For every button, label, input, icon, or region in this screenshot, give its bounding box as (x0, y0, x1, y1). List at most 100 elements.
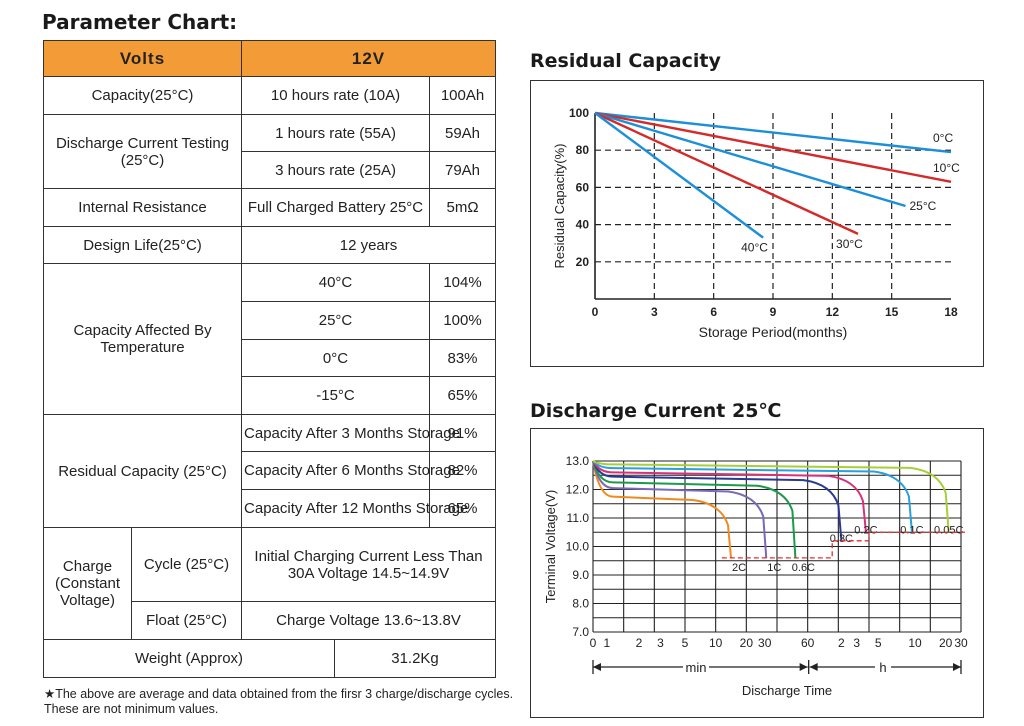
residual-desc-1: Capacity After 3 Months Storage (241, 414, 460, 452)
table-row: Charge (Constant Voltage) Cycle (25°C) I… (43, 527, 497, 640)
charge-label: Charge (Constant Voltage) (43, 527, 132, 640)
label-backdrop (683, 659, 709, 675)
cutoff-line (721, 531, 965, 559)
residual-label: Residual Capacity (25°C) (42, 414, 243, 528)
x-axis-label: Discharge Time (742, 683, 832, 698)
y-tick-label: 10.0 (566, 540, 590, 554)
x-tick-label: 6 (710, 305, 717, 319)
x-tick-label: 2 (838, 636, 845, 650)
x-tick-label: 5 (875, 636, 882, 650)
residual-value-1: 91% (429, 414, 497, 452)
x-tick-label: 3 (853, 636, 860, 650)
y-tick-label: 100 (569, 106, 589, 120)
label-backdrop (875, 659, 891, 675)
series-label: 25°C (910, 199, 937, 213)
table-row: Capacity Affected By Temperature 40°C 10… (42, 263, 497, 415)
series-label: 0.1C (900, 524, 923, 536)
discharge-rate-2: 3 hours rate (25A) (241, 151, 431, 189)
series-line (594, 111, 859, 235)
capacity-value: 100Ah (429, 76, 497, 115)
x-tick-label: 3 (657, 636, 664, 650)
internal-resistance-desc: Full Charged Battery 25°C (241, 188, 431, 227)
series-label: 0.6C (792, 562, 815, 574)
table-row: Weight (Approx) 31.2Kg (42, 639, 497, 678)
series-line (592, 460, 797, 558)
discharge-current-chart: 7.08.09.010.011.012.013.00 1 2 3 5 10 20 30 60 2 3… (543, 454, 968, 698)
y-axis-label: Terminal Voltage(V) (543, 490, 558, 603)
residual-value-2: 82% (429, 451, 497, 490)
temperature-value-2: 100% (429, 301, 497, 340)
y-tick-label: 20 (576, 255, 590, 269)
residual-capacity-panel: 20 40 60 80 100 0 3 6 9 12 15 18 0°C 10°C 25°C 30°C 40°C… (530, 80, 984, 367)
series-label: 0.3C (830, 533, 853, 545)
series-line (592, 460, 732, 558)
temperature-value-1: 104% (429, 263, 497, 302)
temperature-2: 25°C (241, 301, 431, 340)
y-tick-label: 80 (576, 143, 590, 157)
x-tick-label: 15 (885, 305, 899, 319)
design-life-value: 12 years (241, 226, 497, 264)
x-tick-label: 9 (770, 305, 777, 319)
series-line (592, 460, 913, 533)
series-label: 0.2C (854, 524, 877, 536)
float-label: Float (25°C) (130, 601, 243, 640)
voltage-header: 12V (241, 40, 497, 77)
y-tick-label: 11.0 (567, 511, 590, 525)
x-tick-label: 30 (758, 636, 772, 650)
series-line (594, 111, 906, 208)
temperature-3: 0°C (241, 339, 431, 377)
table-row: Capacity After 12 Months Storage 65% (44, 489, 497, 528)
y-tick-label: 40 (576, 218, 590, 232)
residual-desc-2: Capacity After 6 Months Storage (241, 451, 460, 490)
residual-capacity-chart: 20 40 60 80 100 0 3 6 9 12 15 18 0°C 10°C 25°C 30°C 40°C… (552, 106, 960, 340)
y-tick-label: 13.0 (566, 454, 590, 468)
x-tick-label: 3 (651, 305, 658, 319)
x-tick-label: 5 (682, 636, 689, 650)
table-row: -15°C 65% (44, 376, 497, 415)
x-tick-label: 0 (592, 305, 599, 319)
series-line (594, 111, 952, 154)
volts-header: Volts (42, 40, 243, 77)
temperature-1: 40°C (241, 263, 431, 302)
discharge-label: Discharge Current Testing (25°C) (42, 114, 243, 189)
series-label: 40°C (741, 241, 768, 255)
table-row: Residual Capacity (25°C) Capacity After … (42, 414, 497, 528)
parameter-table: Volts 12V Capacity(25°C) 10 hours rate (… (42, 40, 497, 678)
discharge-value-2: 79Ah (429, 151, 497, 189)
x-axis-label: Storage Period(months) (699, 324, 848, 340)
design-life-label: Design Life(25°C) (42, 226, 243, 264)
x-tick-label: 10 (709, 636, 723, 650)
y-axis-label: Residual Capacity(%) (552, 144, 567, 269)
residual-capacity-title: Residual Capacity (530, 50, 721, 72)
table-row: Float (25°C) Charge Voltage 13.6~13.8V (44, 601, 497, 640)
arrow-right-icon (953, 663, 961, 671)
footnote: ★The above are average and data obtained… (44, 687, 514, 716)
temperature-label: Capacity Affected By Temperature (42, 263, 243, 415)
h-label: h (879, 660, 886, 675)
internal-resistance-value: 5mΩ (429, 188, 497, 227)
series-line (592, 460, 768, 558)
y-tick-label: 9.0 (572, 568, 589, 582)
x-tick-label: 0 (590, 636, 597, 650)
y-tick-label: 8.0 (572, 597, 589, 611)
x-tick-label: 10 (908, 636, 922, 650)
x-tick-label: 20 (939, 636, 953, 650)
discharge-current-title: Discharge Current 25℃ (530, 400, 782, 422)
series-label: 1C (767, 562, 781, 574)
discharge-value-1: 59Ah (429, 114, 497, 152)
x-tick-label: 20 (740, 636, 754, 650)
weight-value: 31.2Kg (334, 639, 497, 678)
series-label: 10°C (933, 161, 960, 175)
y-tick-label: 12.0 (566, 483, 590, 497)
temperature-value-3: 83% (429, 339, 497, 377)
table-header-row: Volts 12V (42, 40, 497, 77)
x-tick-label: 2 (636, 636, 643, 650)
internal-resistance-label: Internal Resistance (42, 188, 243, 227)
parameter-chart-title: Parameter Chart: (42, 10, 238, 34)
x-tick-label: 18 (944, 305, 958, 319)
temperature-4: -15°C (241, 376, 431, 415)
discharge-current-panel: 7.0 8.0 9.0 10.0 11.0 12.0 13.0 0 1 2 3 5 10 20 30 60 2 3… (530, 428, 984, 718)
arrow-left-icon (593, 663, 601, 671)
cycle-label: Cycle (25°C) (130, 527, 243, 602)
series-label: 30°C (836, 237, 863, 251)
